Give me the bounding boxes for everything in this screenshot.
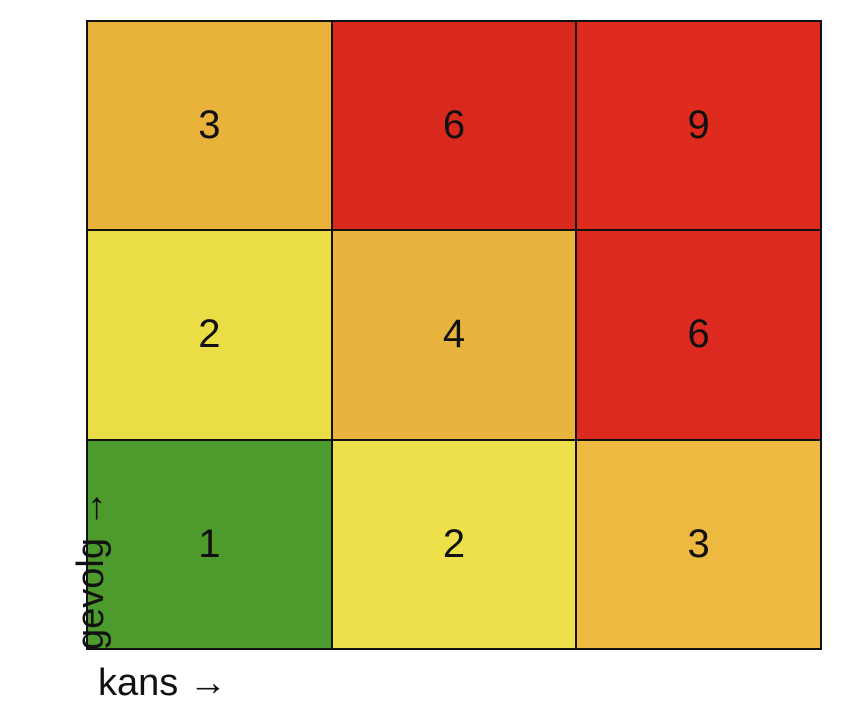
heatmap-cell-r2-c2: 4	[332, 231, 576, 439]
heatmap-cell-r1-c2: 6	[332, 22, 576, 230]
heatmap-cell-r2-c1: 2	[88, 231, 331, 439]
heatmap-cell-r3-c3: 3	[577, 440, 820, 648]
heatmap-cell-r3-c2: 2	[332, 440, 576, 648]
heatmap-cell-r3-c1: 1	[88, 440, 331, 648]
y-axis-label: gevolg →	[70, 489, 112, 650]
heatmap-cell-r2-c3: 6	[577, 231, 820, 439]
heatmap-cell-r1-c3: 9	[577, 22, 820, 230]
x-axis-label: kans →	[98, 662, 227, 704]
heatmap-cell-r1-c1: 3	[88, 22, 331, 230]
